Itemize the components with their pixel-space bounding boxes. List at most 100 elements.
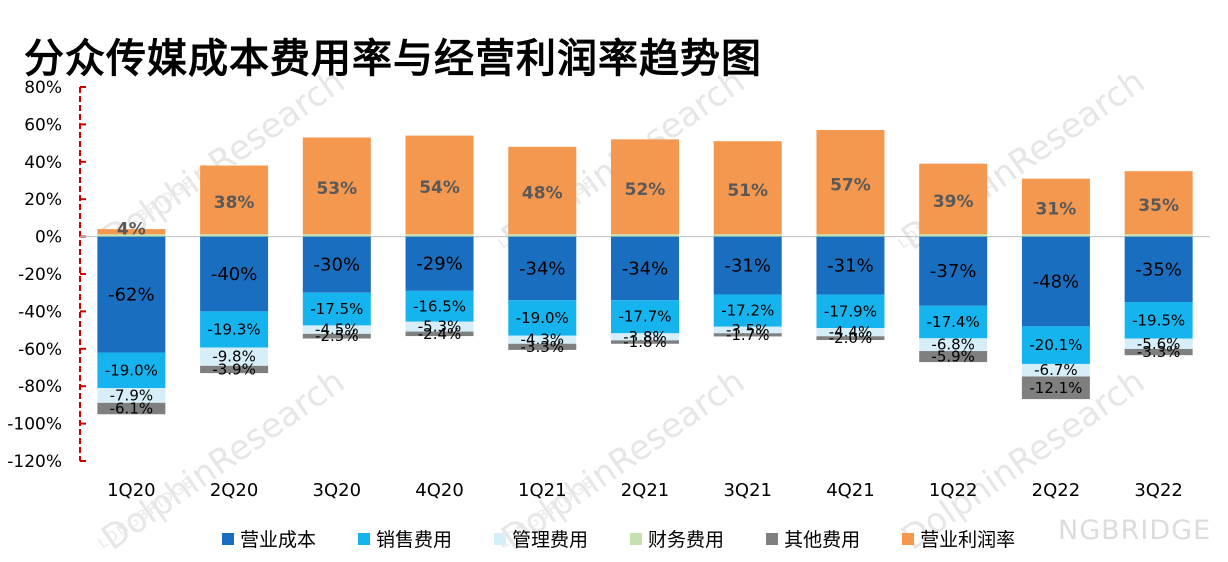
bar-admin-expense <box>713 326 782 334</box>
bar-admin-expense <box>919 338 988 352</box>
x-tick-label: 1Q22 <box>929 480 978 501</box>
bar-other-expense <box>713 333 782 337</box>
data-label-other-expense: -1.8% <box>623 333 667 351</box>
bar-sales-expense <box>713 294 782 327</box>
data-label-sales-expense: -19.5% <box>1132 311 1185 329</box>
bar-admin-expense <box>611 333 679 341</box>
y-tick-label: -80% <box>18 377 62 397</box>
bar-cost <box>508 236 577 301</box>
bar-sales-expense <box>508 300 577 336</box>
bar-sales-expense <box>1124 302 1193 339</box>
bar-cost <box>405 236 474 291</box>
bar-operating-margin <box>611 139 679 237</box>
bar-finance-fee <box>816 234 885 237</box>
data-label-cost: -34% <box>622 258 669 279</box>
data-label-cost: -34% <box>519 258 566 279</box>
data-label-other-expense: -1.7% <box>726 326 770 344</box>
data-label-other-expense: -2.4% <box>418 325 462 343</box>
data-label-sales-expense: -19.0% <box>516 309 569 327</box>
data-label-other-expense: -6.1% <box>110 400 154 418</box>
data-label-sales-expense: -17.9% <box>824 302 877 320</box>
bar-admin-expense <box>97 388 166 403</box>
data-label-cost: -31% <box>827 256 874 277</box>
x-tick-label: 2Q22 <box>1032 480 1081 501</box>
data-label-sales-expense: -20.1% <box>1029 336 1082 354</box>
data-label-cost: -37% <box>930 261 977 282</box>
data-label-operating-margin: 52% <box>625 180 666 200</box>
bar-cost <box>200 236 269 312</box>
legend-label: 管理费用 <box>512 529 589 551</box>
data-label-operating-margin: 31% <box>1036 200 1077 220</box>
data-label-admin-expense: -7.9% <box>110 386 154 404</box>
bar-cost <box>1021 236 1090 327</box>
bar-admin-expense <box>816 328 885 337</box>
data-label-admin-expense: -5.6% <box>1137 335 1181 353</box>
data-label-other-expense: -3.9% <box>212 360 256 378</box>
y-tick-label: 20% <box>24 190 62 210</box>
data-label-other-expense: -2.5% <box>315 327 359 345</box>
data-label-admin-expense: -5.3% <box>418 318 462 336</box>
legend-item: 营业成本 <box>222 525 316 552</box>
data-label-operating-margin: 4% <box>117 220 146 240</box>
bar-cost <box>1124 236 1193 303</box>
data-label-other-expense: -3.3% <box>521 338 565 356</box>
data-label-sales-expense: -17.5% <box>310 300 363 318</box>
legend-item: 销售费用 <box>358 525 452 552</box>
legend-label: 销售费用 <box>376 529 453 551</box>
data-label-other-expense: -12.1% <box>1029 379 1082 397</box>
data-label-cost: -40% <box>211 264 258 285</box>
x-tick-label: 2Q21 <box>621 480 670 501</box>
bar-other-expense <box>200 365 269 374</box>
data-label-operating-margin: 51% <box>727 181 768 201</box>
bar-operating-margin <box>302 137 371 237</box>
legend-item: 财务费用 <box>630 525 724 552</box>
bar-admin-expense <box>1021 363 1090 377</box>
data-label-admin-expense: -6.7% <box>1034 361 1078 379</box>
y-tick-label: 0% <box>35 228 62 248</box>
bar-operating-margin <box>919 163 988 237</box>
bar-sales-expense <box>816 294 885 329</box>
y-tick-label: -120% <box>7 452 62 472</box>
bar-admin-expense <box>302 325 371 334</box>
data-label-sales-expense: -17.4% <box>927 313 980 331</box>
bar-cost <box>816 236 885 295</box>
data-label-admin-expense: -6.8% <box>931 336 975 354</box>
legend-item: 营业利润率 <box>902 525 1015 552</box>
data-label-cost: -29% <box>416 254 463 275</box>
data-label-operating-margin: 35% <box>1138 196 1179 216</box>
y-tick-label: 80% <box>24 78 62 98</box>
bar-admin-expense <box>1124 338 1193 349</box>
legend-label: 营业利润率 <box>920 529 1016 551</box>
bar-operating-margin <box>508 146 577 237</box>
data-label-operating-margin: 54% <box>419 178 460 198</box>
bar-operating-margin <box>816 130 885 237</box>
bar-sales-expense <box>302 292 371 326</box>
bar-other-expense <box>611 340 679 344</box>
data-label-operating-margin: 57% <box>830 175 871 195</box>
bar-operating-margin <box>713 141 782 237</box>
legend-label: 其他费用 <box>784 529 861 551</box>
chart-title: 分众传媒成本费用率与经营利润率趋势图 <box>24 36 762 82</box>
data-label-operating-margin: 48% <box>522 184 563 204</box>
bar-operating-margin <box>1124 171 1193 237</box>
bar-admin-expense <box>508 335 577 344</box>
data-label-sales-expense: -19.0% <box>105 361 158 379</box>
bar-other-expense <box>1021 376 1090 400</box>
bar-admin-expense <box>405 321 474 332</box>
bar-sales-expense <box>919 305 988 339</box>
bar-finance-fee <box>302 234 371 237</box>
bar-finance-fee <box>611 234 679 237</box>
data-label-operating-margin: 38% <box>214 193 255 213</box>
bar-finance-fee <box>919 234 988 237</box>
bar-finance-fee <box>1021 234 1090 237</box>
legend-swatch <box>902 532 915 545</box>
legend-item: 其他费用 <box>766 525 860 552</box>
x-tick-label: 3Q20 <box>313 480 362 501</box>
data-label-sales-expense: -17.2% <box>721 302 774 320</box>
bar-admin-expense <box>200 347 269 366</box>
data-label-admin-expense: -9.8% <box>212 348 256 366</box>
legend-label: 财务费用 <box>648 529 725 551</box>
data-label-cost: -48% <box>1033 271 1080 292</box>
data-label-sales-expense: -16.5% <box>413 297 466 315</box>
